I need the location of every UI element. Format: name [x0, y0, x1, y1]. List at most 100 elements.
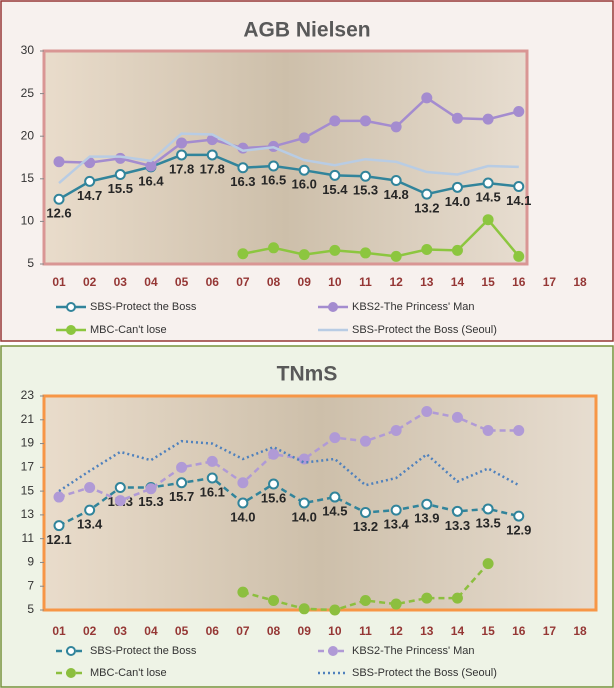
x-tick-label: 11: [359, 275, 372, 289]
x-tick-label: 06: [206, 624, 220, 638]
data-label: 15.6: [261, 490, 286, 505]
legend-label: SBS-Protect the Boss (Seoul): [352, 324, 497, 336]
data-point: [451, 112, 463, 124]
data-label: 13.9: [414, 511, 439, 526]
data-label: 13.3: [445, 518, 470, 533]
data-point: [84, 482, 96, 494]
legend-marker: [66, 302, 76, 312]
data-label: 13.4: [383, 517, 409, 532]
x-tick-label: 14: [451, 624, 465, 638]
x-tick-label: 02: [83, 275, 97, 289]
x-tick-label: 08: [267, 275, 281, 289]
data-label: 16.4: [138, 173, 164, 188]
data-label: 16.3: [230, 174, 255, 189]
x-tick-label: 10: [328, 275, 342, 289]
data-point: [360, 247, 371, 259]
data-point: [206, 455, 218, 467]
chart-title: AGB Nielsen: [243, 19, 370, 42]
data-point: [268, 478, 280, 490]
data-point: [329, 244, 341, 256]
data-point: [329, 491, 341, 503]
data-label: 14.0: [230, 509, 255, 524]
series-line: [58, 410, 519, 502]
data-point: [482, 558, 494, 570]
data-label: 14.7: [77, 188, 102, 203]
x-tick-label: 15: [481, 624, 495, 638]
data-point: [451, 244, 463, 256]
data-label: 13.2: [353, 519, 378, 534]
data-point: [482, 424, 494, 436]
data-label: 15.3: [138, 494, 163, 509]
data-label: 14.0: [292, 509, 317, 524]
legend-label: MBC-Can't lose: [90, 667, 167, 679]
data-point: [451, 181, 463, 193]
x-tick-label: 10: [328, 624, 342, 638]
data-point: [145, 483, 157, 495]
x-tick-label: 13: [420, 624, 434, 638]
data-point: [268, 448, 280, 460]
y-tick-label: 25: [21, 86, 35, 100]
data-point: [298, 497, 310, 509]
data-point: [206, 472, 218, 484]
data-point: [421, 188, 433, 200]
data-point: [421, 405, 433, 417]
data-point: [206, 149, 218, 161]
data-point: [482, 214, 494, 226]
x-tick-label: 07: [236, 624, 250, 638]
data-label: 12.6: [46, 206, 71, 221]
data-label: 13.5: [475, 515, 500, 530]
x-tick-label: 18: [573, 624, 587, 638]
data-point: [421, 498, 433, 510]
x-tick-label: 06: [206, 275, 220, 289]
y-tick-label: 7: [27, 578, 34, 592]
x-tick-label: 17: [543, 275, 557, 289]
data-point: [298, 249, 310, 261]
x-tick-label: 16: [512, 275, 526, 289]
data-point: [421, 592, 433, 604]
data-point: [329, 169, 341, 181]
x-tick-label: 01: [52, 275, 66, 289]
data-point: [176, 461, 188, 473]
y-tick-label: 20: [21, 128, 35, 142]
data-point: [421, 92, 433, 104]
data-label: 16.1: [200, 484, 225, 499]
legend-label: KBS2-The Princess' Man: [352, 301, 475, 313]
x-tick-label: 05: [175, 624, 189, 638]
series-line: [58, 439, 520, 493]
data-point: [482, 177, 494, 189]
data-point: [176, 477, 188, 489]
data-point: [360, 170, 371, 182]
legend-label: SBS-Protect the Boss (Seoul): [352, 667, 497, 679]
data-point: [114, 495, 126, 507]
chart-title: TNmS: [277, 363, 338, 386]
x-tick-label: 04: [144, 275, 158, 289]
y-tick-label: 15: [21, 483, 35, 497]
data-point: [176, 149, 188, 161]
data-point: [298, 603, 310, 615]
data-point: [451, 505, 463, 517]
legend-label: SBS-Protect the Boss: [90, 645, 197, 657]
data-point: [145, 160, 157, 172]
y-tick-label: 11: [22, 531, 35, 545]
x-tick-label: 12: [389, 624, 403, 638]
data-point: [360, 115, 371, 127]
legend-label: SBS-Protect the Boss: [90, 301, 197, 313]
x-tick-label: 08: [267, 624, 281, 638]
data-point: [513, 250, 525, 262]
data-point: [451, 411, 463, 423]
data-point: [360, 594, 371, 606]
data-point: [53, 156, 65, 168]
data-point: [390, 598, 402, 610]
data-point: [421, 244, 433, 256]
data-point: [237, 497, 249, 509]
data-point: [390, 175, 402, 187]
data-label: 17.8: [169, 161, 194, 176]
series-line: [58, 132, 519, 185]
x-tick-label: 17: [543, 624, 557, 638]
series-line: [58, 153, 519, 201]
data-point: [84, 175, 96, 187]
data-point: [114, 169, 126, 181]
x-tick-label: 09: [298, 275, 312, 289]
y-tick-label: 15: [21, 171, 35, 185]
x-tick-label: 18: [573, 275, 587, 289]
